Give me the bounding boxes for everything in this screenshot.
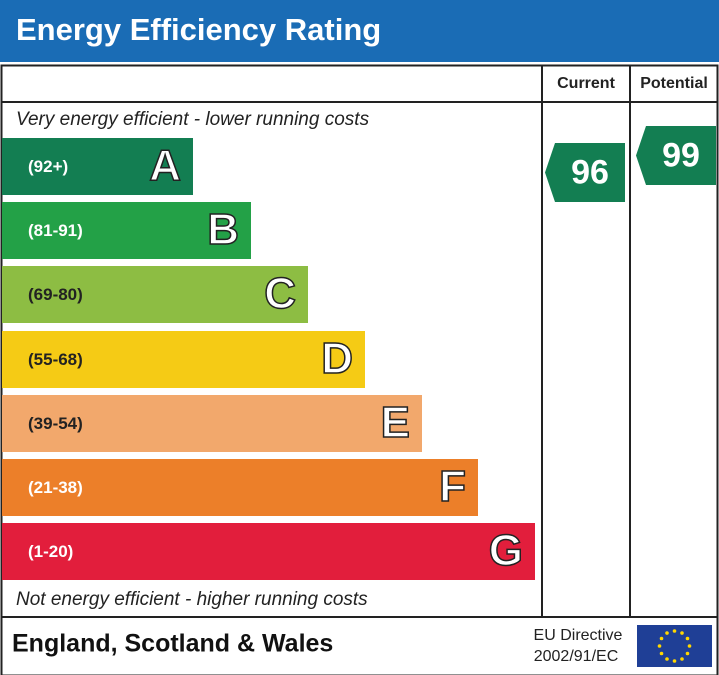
eu-stars <box>657 629 692 663</box>
directive: 2002/91/EC <box>534 648 619 665</box>
title: Energy Efficiency Rating <box>16 12 381 47</box>
band-range: (81-91) <box>28 221 83 240</box>
band <box>2 459 478 516</box>
star <box>659 651 664 656</box>
band-letter: C <box>264 269 296 318</box>
star <box>685 636 690 641</box>
bottom-note: Not energy efficient - higher running co… <box>16 589 368 610</box>
band-letter: E <box>381 398 410 447</box>
star <box>665 631 669 635</box>
band-range: (21-38) <box>28 478 83 497</box>
rating-arrow <box>545 143 625 202</box>
star <box>680 657 684 661</box>
band-letter: D <box>321 334 353 383</box>
band-range: (69-80) <box>28 285 83 304</box>
rating-value: 96 <box>571 153 609 191</box>
directive: EU Directive <box>534 627 623 644</box>
band <box>2 331 365 388</box>
star <box>685 651 690 656</box>
star <box>672 659 677 663</box>
star <box>680 631 684 635</box>
band <box>2 138 193 195</box>
column-header: Current <box>557 75 615 92</box>
band-range: (39-54) <box>28 414 83 433</box>
band-letter: B <box>207 205 239 254</box>
band <box>2 523 535 580</box>
header-bar <box>0 0 719 62</box>
band-letter: G <box>489 526 523 575</box>
band-letter: F <box>439 462 466 511</box>
band <box>2 266 308 323</box>
star <box>657 644 662 648</box>
top-note: Very energy efficient - lower running co… <box>16 109 370 130</box>
column-header: Potential <box>640 75 708 92</box>
band-range: (92+) <box>28 157 68 176</box>
band-range: (1-20) <box>28 542 73 561</box>
bands: (92+) A (81-91) B (69-80) C (55-68) D (39-54) E (2… <box>2 138 535 580</box>
rating-arrow <box>636 126 716 185</box>
star <box>687 644 692 648</box>
rating-value: 99 <box>662 136 700 174</box>
band-range: (55-68) <box>28 350 83 369</box>
star <box>665 657 669 661</box>
ratings: 96 99 <box>545 126 716 202</box>
band <box>2 395 422 452</box>
band <box>2 202 251 259</box>
band-letter: A <box>149 141 181 190</box>
star <box>672 629 677 633</box>
region: England, Scotland & Wales <box>12 630 333 658</box>
star <box>659 636 664 641</box>
